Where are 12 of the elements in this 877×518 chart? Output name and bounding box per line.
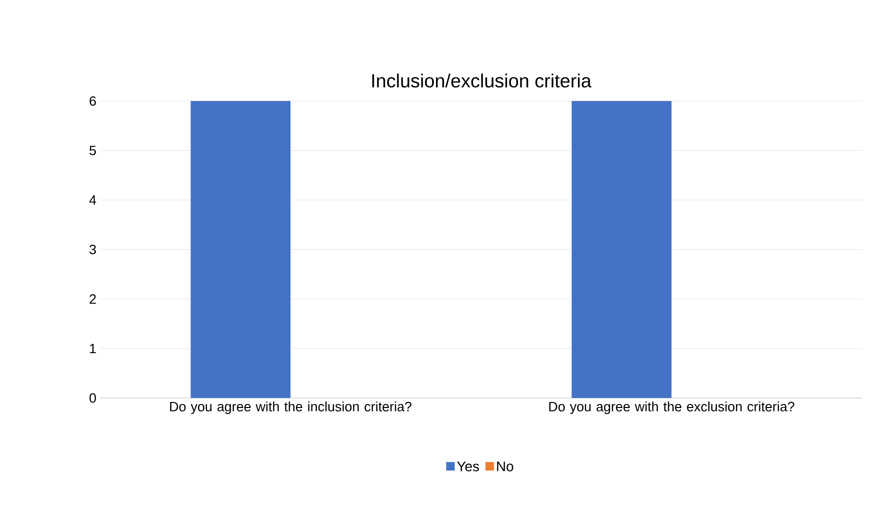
- y-tick-label: 0: [90, 393, 96, 403]
- y-tick-label: 6: [90, 96, 96, 106]
- x-tick-label: Do you agree with the inclusion criteria?: [170, 402, 412, 414]
- legend-label: Yes: [457, 462, 479, 472]
- legend-label: No: [497, 462, 514, 472]
- y-tick-label: 3: [90, 244, 96, 254]
- chart-title: Inclusion/exclusion criteria: [372, 74, 592, 88]
- y-tick-label: 5: [90, 146, 96, 156]
- y-tick-label: 4: [89, 195, 96, 205]
- y-tick-label: 1: [90, 344, 96, 354]
- y-tick-label: 2: [90, 294, 96, 304]
- x-tick-label: Do you agree with the exclusion criteria?: [549, 402, 794, 414]
